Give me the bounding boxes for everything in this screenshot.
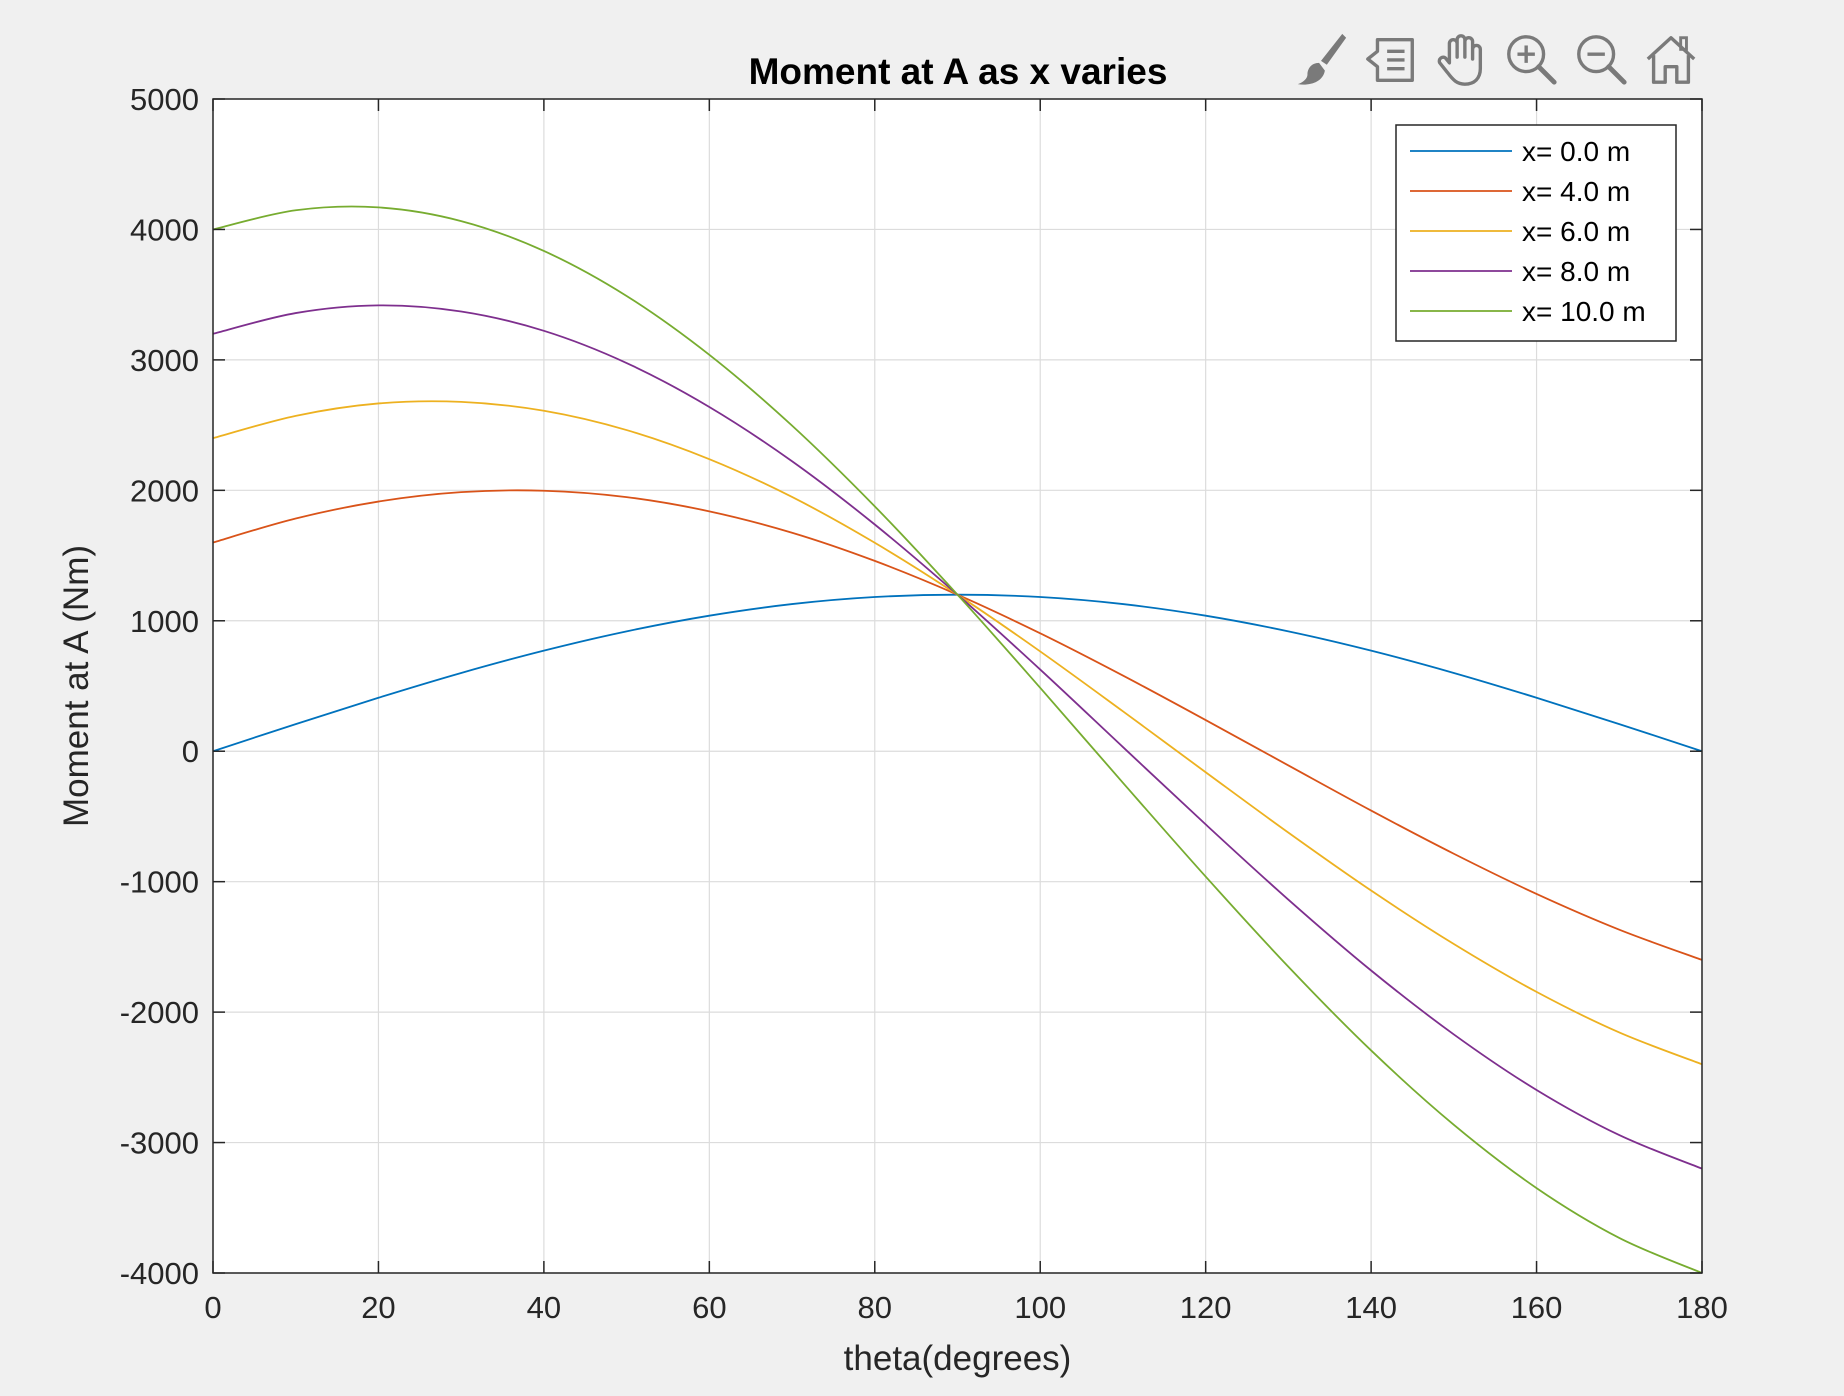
y-tick-label: -2000 [120, 995, 199, 1030]
zoom-in-icon [1507, 35, 1557, 85]
series-line-4 [212, 205, 1703, 1274]
x-tick-label: 180 [1676, 1290, 1728, 1325]
x-tick-labels: 0 20 40 60 80 100 120 140 160 180 [204, 1290, 1727, 1325]
legend-entry-label: x= 6.0 m [1522, 216, 1630, 247]
x-tick-label: 0 [204, 1290, 221, 1325]
y-tick-label: -3000 [120, 1126, 199, 1161]
y-tick-label: 2000 [130, 473, 199, 508]
brush-icon [1297, 33, 1347, 85]
x-tick-label: 60 [692, 1290, 726, 1325]
y-tick-label: 3000 [130, 343, 199, 378]
x-tick-label: 140 [1345, 1290, 1397, 1325]
y-tick-label: 4000 [130, 212, 199, 247]
series-line-3 [212, 304, 1703, 1170]
pan-hand-icon [1437, 34, 1483, 86]
series-line-2 [212, 400, 1703, 1066]
y-tick-label: 0 [182, 734, 199, 769]
x-axis-label: theta(degrees) [844, 1339, 1072, 1378]
x-tick-label: 160 [1511, 1290, 1563, 1325]
figure-toolbar [1290, 28, 1702, 90]
x-tick-label: 120 [1180, 1290, 1232, 1325]
zoom-in-tool-button[interactable] [1500, 28, 1562, 90]
legend[interactable]: x= 0.0 m x= 4.0 m x= 6.0 m x= 8.0 m x= 10.0 … [1395, 124, 1677, 342]
home-icon [1646, 36, 1696, 84]
data-tips-tool-button[interactable] [1360, 28, 1422, 90]
y-axis-label: Moment at A (Nm) [57, 545, 96, 827]
brush-tool-button[interactable] [1290, 28, 1352, 90]
tick-marks [212, 98, 1703, 1274]
y-tick-label: -4000 [120, 1256, 199, 1291]
x-tick-label: 80 [858, 1290, 892, 1325]
y-tick-labels: -4000 -3000 -2000 -1000 0 1000 2000 3000 4000 500… [120, 82, 199, 1291]
y-tick-label: -1000 [120, 865, 199, 900]
legend-entry-label: x= 8.0 m [1522, 256, 1630, 287]
legend-entry-label: x= 0.0 m [1522, 136, 1630, 167]
pan-tool-button[interactable] [1430, 28, 1492, 90]
data-tips-icon [1366, 37, 1414, 82]
home-tool-button[interactable] [1640, 28, 1702, 90]
chart-title: Moment at A as x varies [749, 51, 1168, 92]
legend-box [1395, 124, 1677, 342]
zoom-out-icon [1577, 35, 1627, 85]
axes-box [212, 98, 1703, 1274]
series-lines [212, 205, 1703, 1274]
y-tick-label: 5000 [130, 82, 199, 117]
x-tick-label: 20 [361, 1290, 395, 1325]
legend-entry-label: x= 4.0 m [1522, 176, 1630, 207]
x-tick-label: 40 [527, 1290, 561, 1325]
x-tick-label: 100 [1014, 1290, 1066, 1325]
zoom-out-tool-button[interactable] [1570, 28, 1632, 90]
y-tick-label: 1000 [130, 604, 199, 639]
legend-entry-label: x= 10.0 m [1522, 296, 1646, 327]
